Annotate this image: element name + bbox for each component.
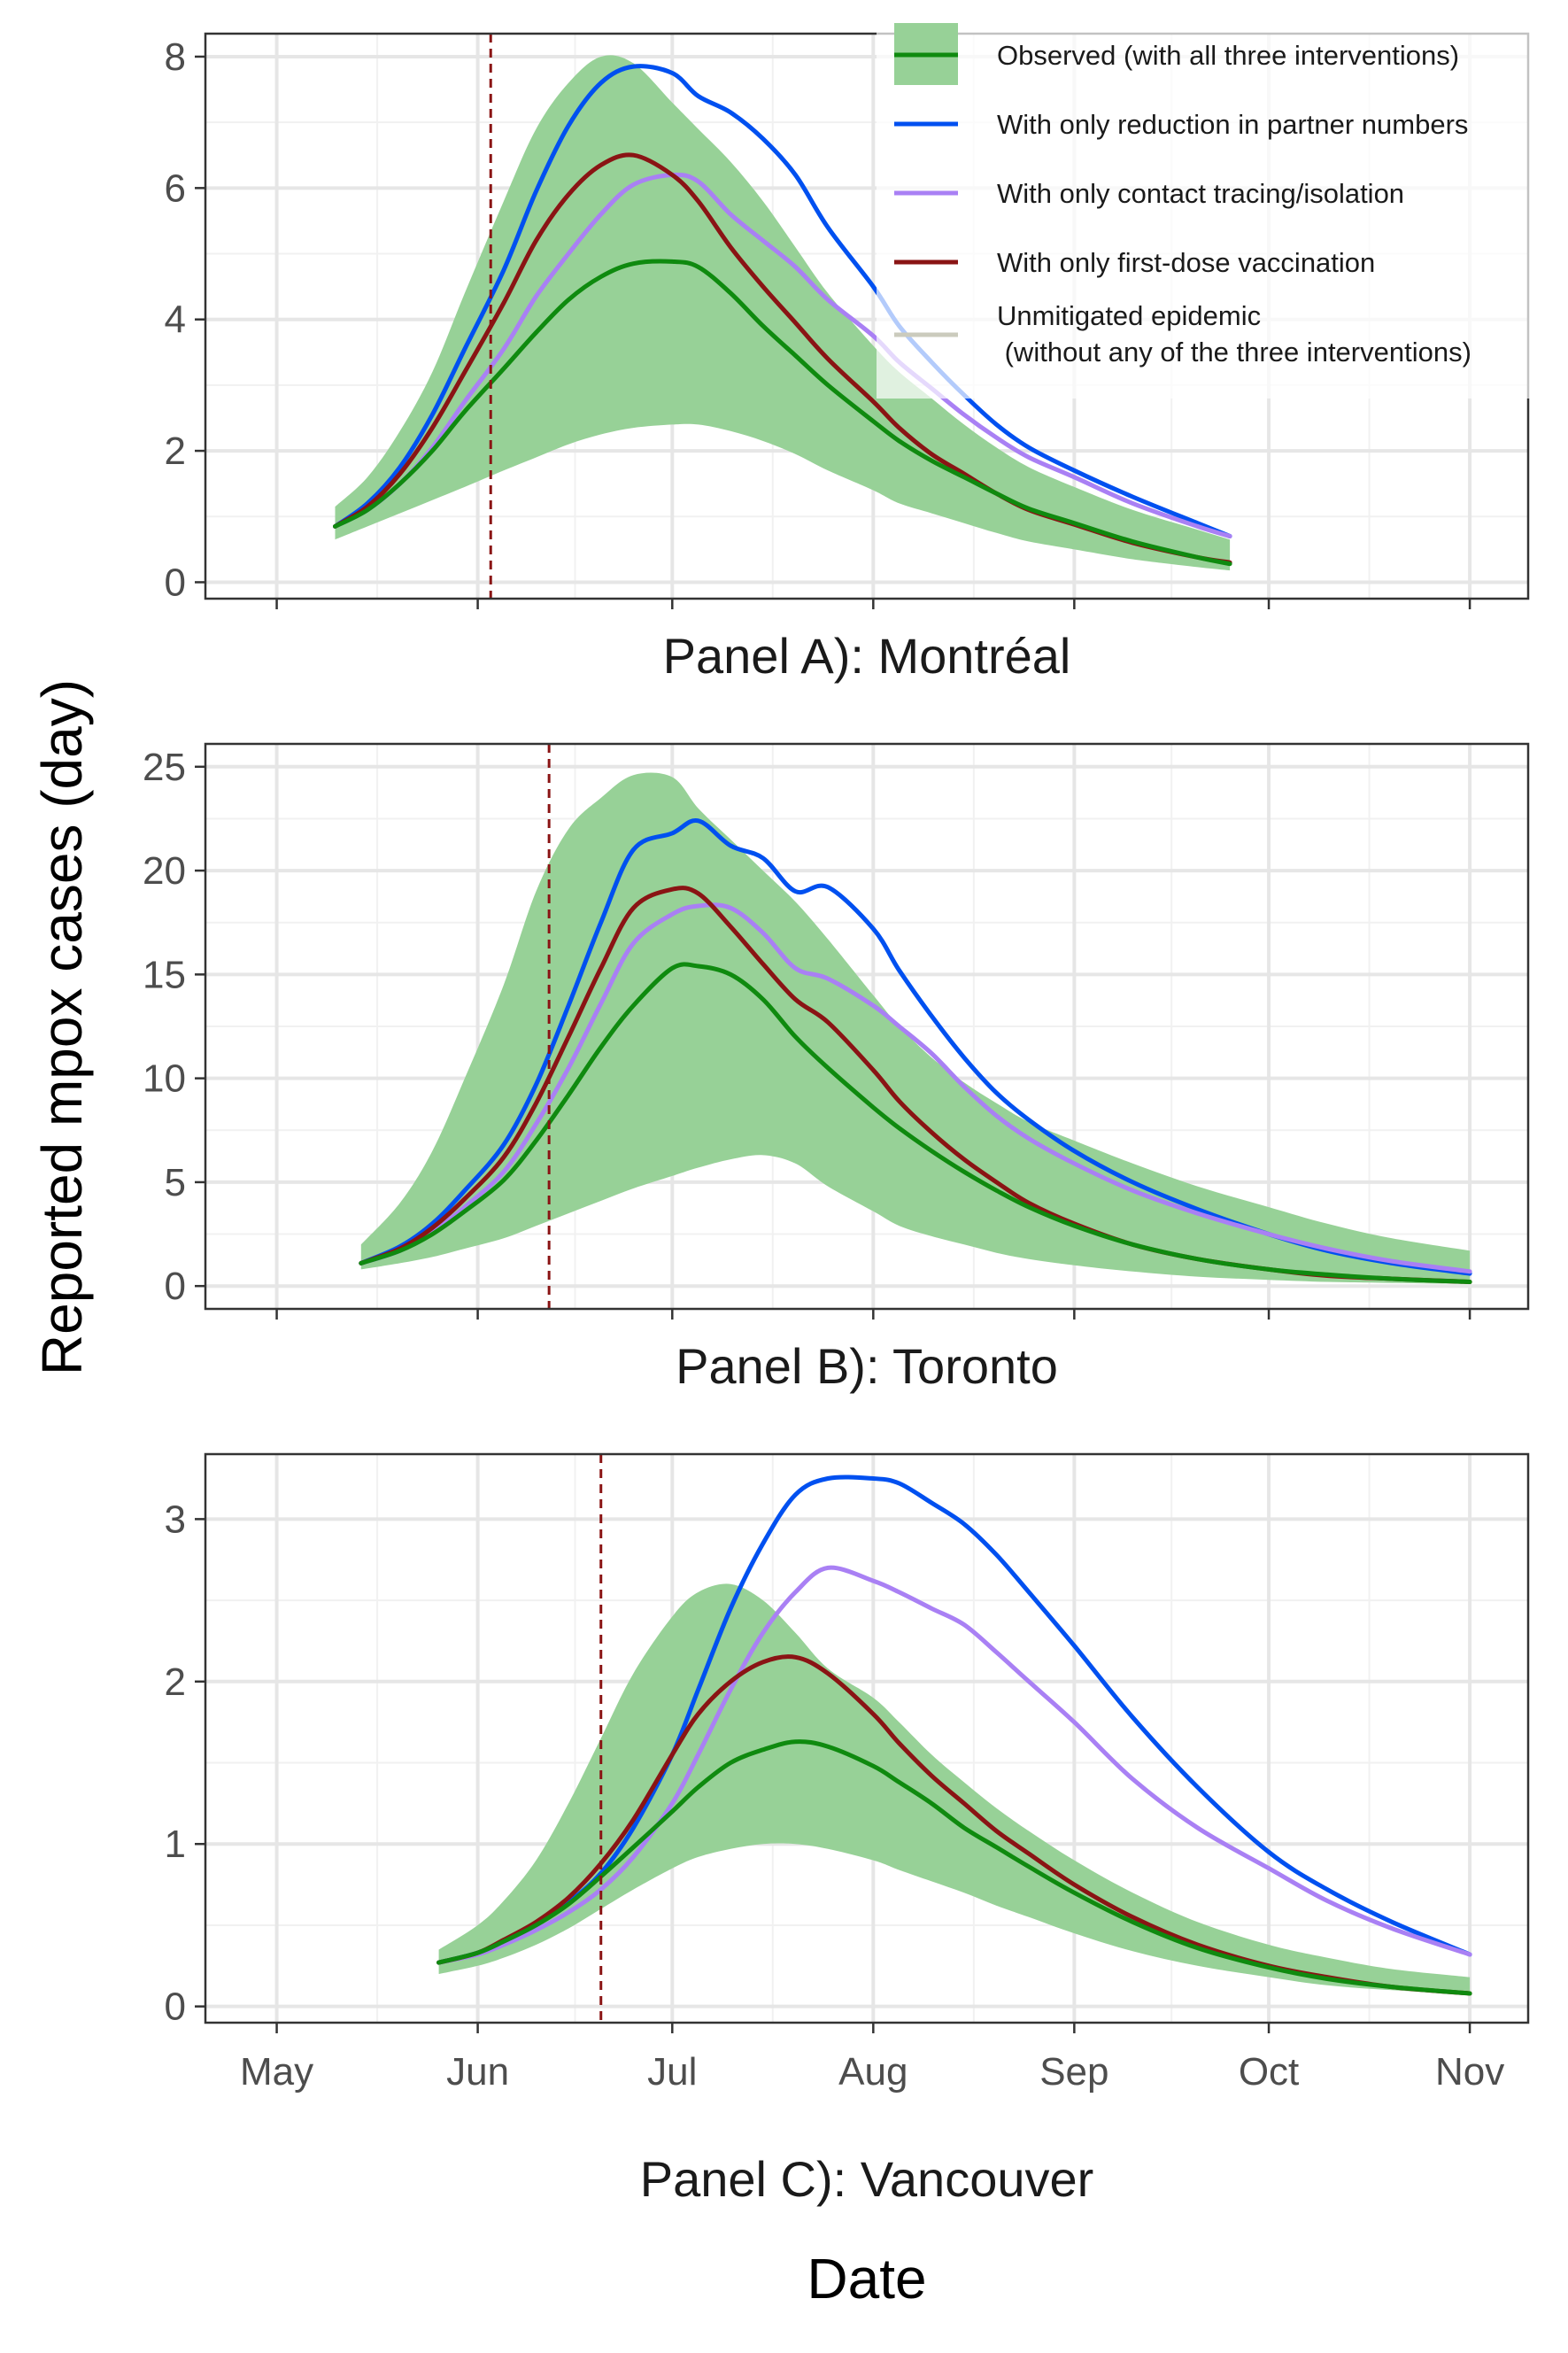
plot-content [333, 55, 1232, 571]
legend: Observed (with all three interventions) … [877, 23, 1530, 399]
observed-uncertainty-ribbon [335, 55, 1231, 571]
panel-c-title: Panel C): Vancouver [640, 2151, 1094, 2207]
contact-tracing-line [436, 1565, 1472, 1965]
legend-item-vaccination: With only first-dose vaccination [894, 247, 1375, 278]
legend-label: Observed (with all three interventions) [997, 40, 1459, 71]
legend-background [877, 32, 1530, 399]
observed-line [359, 962, 1472, 1284]
y-tick-label: 6 [165, 166, 186, 210]
x-tick-label: May [240, 2050, 313, 2094]
legend-label: With only first-dose vaccination [997, 247, 1375, 278]
panel-a-title: Panel A): Montréal [663, 628, 1071, 684]
partner-reduction-line [333, 64, 1232, 538]
observed-uncertainty-ribbon [438, 1583, 1471, 1995]
y-tick-label: 0 [165, 1985, 186, 2029]
legend-item-unmitigated: Unmitigated epidemic (without any of the… [894, 300, 1471, 368]
x-tick-label: Aug [838, 2050, 908, 2094]
legend-label: Unmitigated epidemic [997, 300, 1261, 331]
partner-reduction-line [359, 817, 1472, 1276]
y-tick-label: 8 [165, 35, 186, 79]
y-axis-title: Reported mpox cases (day) [30, 679, 94, 1375]
legend-item-observed: Observed (with all three interventions) [894, 23, 1459, 85]
contact-tracing-line [359, 902, 1472, 1274]
panel-border [204, 1452, 1530, 2024]
vaccination-line [436, 1654, 1472, 1996]
panel-b-title: Panel B): Toronto [676, 1338, 1058, 1394]
y-tick-label: 2 [165, 430, 186, 473]
y-tick-label: 4 [165, 298, 186, 342]
legend-label: With only reduction in partner numbers [997, 109, 1468, 140]
y-tick-label: 0 [165, 561, 186, 604]
x-tick-label: Sep [1039, 2050, 1108, 2094]
x-tick-label: Jun [446, 2050, 509, 2094]
panel-vancouver: 0 1 2 3 May Jun Jul Aug Sep Oct Nov [165, 1452, 1530, 2094]
panel-toronto: 0 5 10 15 20 25 [143, 742, 1530, 1320]
plot-content [359, 772, 1472, 1284]
legend-item-partner-reduction: With only reduction in partner numbers [894, 109, 1468, 140]
x-tick-label: Oct [1239, 2050, 1299, 2094]
observed-line [436, 1739, 1472, 1996]
panel-border [204, 742, 1530, 1311]
y-tick-label: 15 [143, 953, 186, 996]
legend-label-continued: (without any of the three interventions) [997, 337, 1471, 368]
x-tick-label: Nov [1435, 2050, 1504, 2094]
y-tick-label: 2 [165, 1660, 186, 1704]
y-tick-label: 1 [165, 1823, 186, 1866]
y-tick-label: 0 [165, 1265, 186, 1308]
legend-label: With only contact tracing/isolation [997, 178, 1404, 209]
x-axis-title: Date [807, 2247, 926, 2310]
contact-tracing-line [333, 172, 1232, 538]
x-tick-label: Jul [647, 2050, 697, 2094]
y-tick-label: 10 [143, 1057, 186, 1101]
y-tick-label: 20 [143, 849, 186, 893]
plot-content [436, 1474, 1472, 1996]
legend-item-contact-tracing: With only contact tracing/isolation [894, 178, 1404, 209]
observed-line [333, 259, 1232, 567]
y-tick-label: 5 [165, 1161, 186, 1204]
y-tick-label: 3 [165, 1498, 186, 1541]
y-tick-label: 25 [143, 746, 186, 789]
